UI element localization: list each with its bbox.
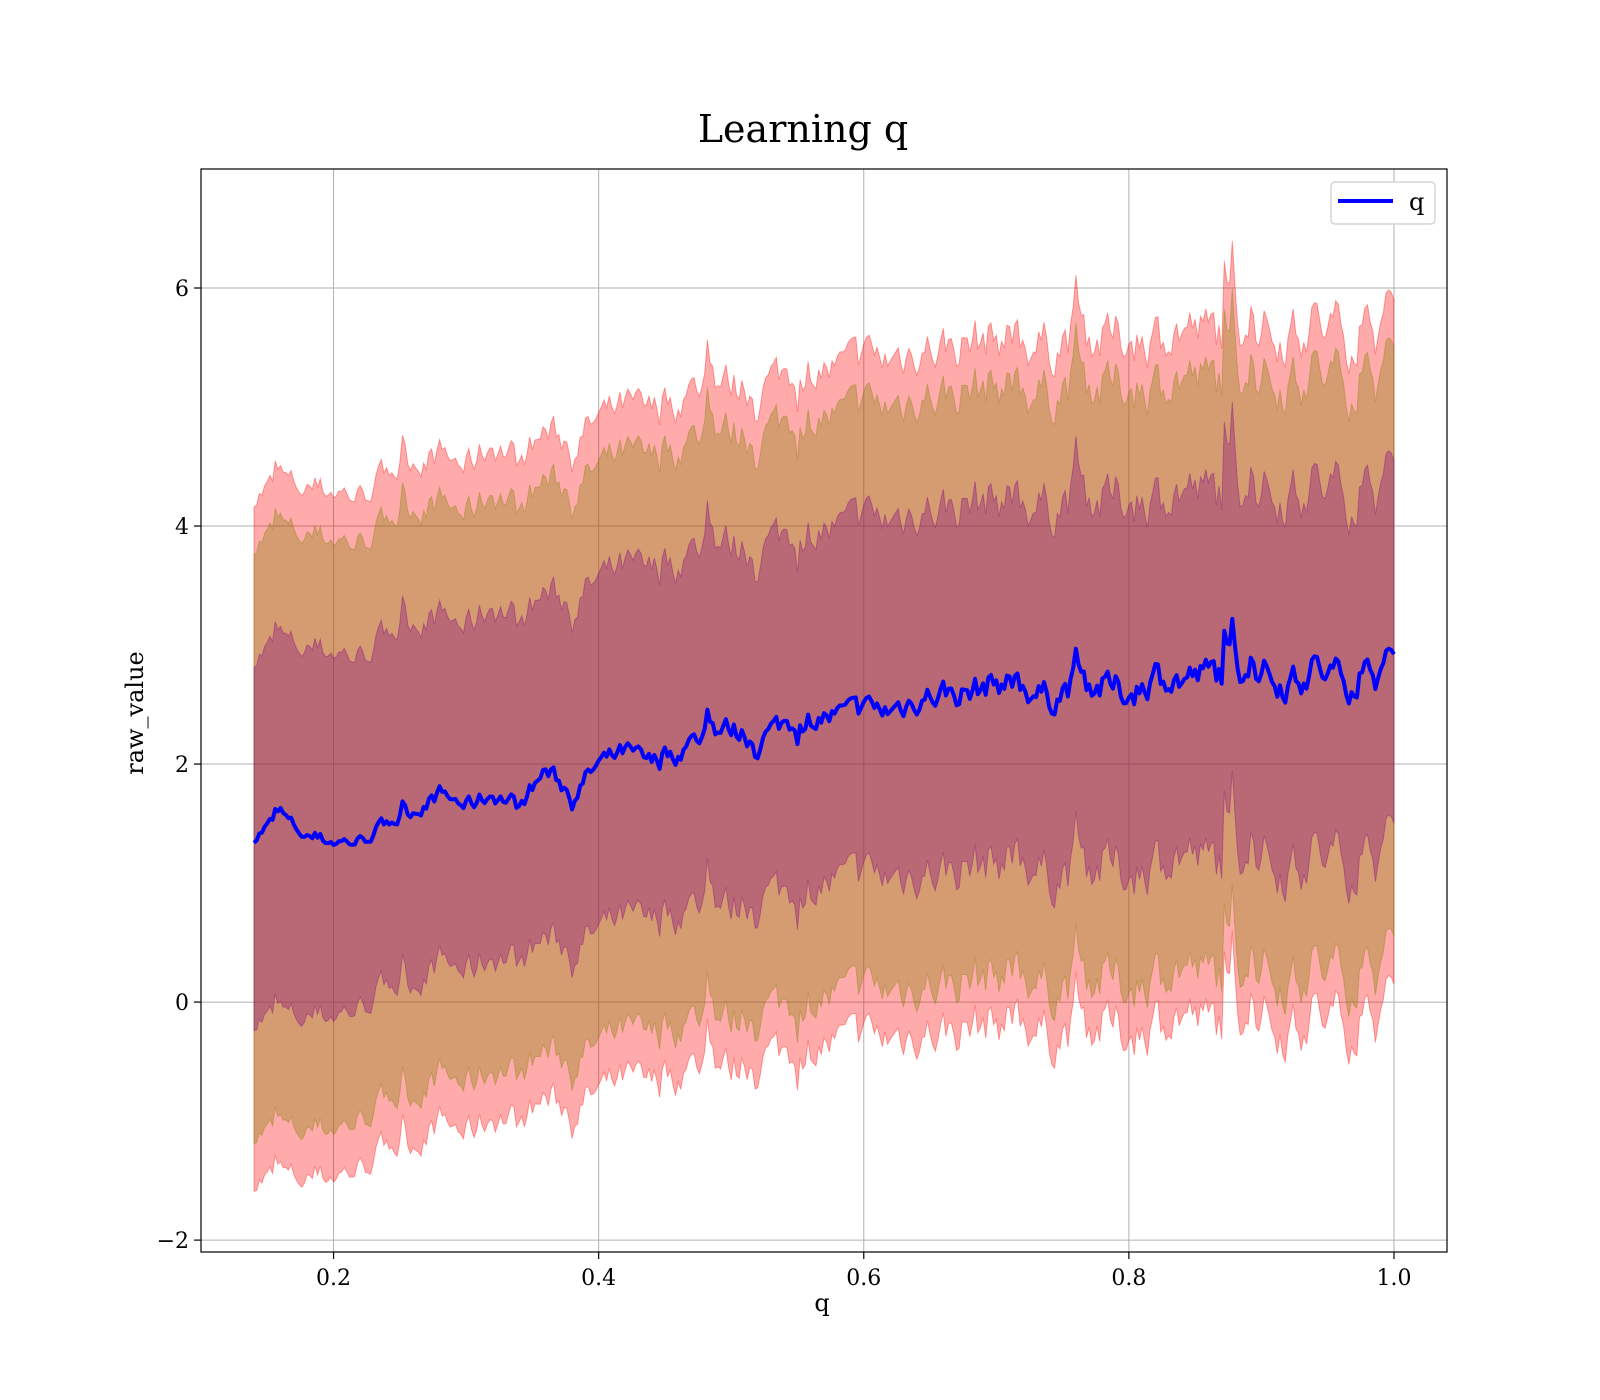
x-tick-label: 0.8 xyxy=(1111,1266,1146,1291)
series-line-q xyxy=(252,616,1396,847)
legend-label-q: q xyxy=(1409,188,1424,216)
plot-frame xyxy=(200,168,1448,1253)
grid xyxy=(201,169,1447,1252)
x-tick-label: 0.2 xyxy=(316,1266,351,1291)
legend: q xyxy=(1330,181,1436,225)
y-axis-label: raw_value xyxy=(121,651,149,775)
y-tick-label: 0 xyxy=(175,991,189,1016)
plot-area xyxy=(201,169,1447,1252)
x-tick-label: 0.4 xyxy=(581,1266,616,1291)
y-tick-label: 4 xyxy=(175,515,189,540)
y-tick-label: 2 xyxy=(175,753,189,778)
axis-ticks: 0.2 0.4 0.6 0.8 1.0 −2 0 2 4 6 xyxy=(157,277,1412,1291)
x-axis-label: q xyxy=(814,1289,829,1317)
y-tick-label: −2 xyxy=(157,1229,189,1254)
series-lines xyxy=(252,616,1396,847)
chart-title: Learning q xyxy=(698,107,908,151)
x-tick-label: 1.0 xyxy=(1376,1266,1411,1291)
x-tick-label: 0.6 xyxy=(846,1266,881,1291)
y-tick-label: 6 xyxy=(175,277,189,302)
